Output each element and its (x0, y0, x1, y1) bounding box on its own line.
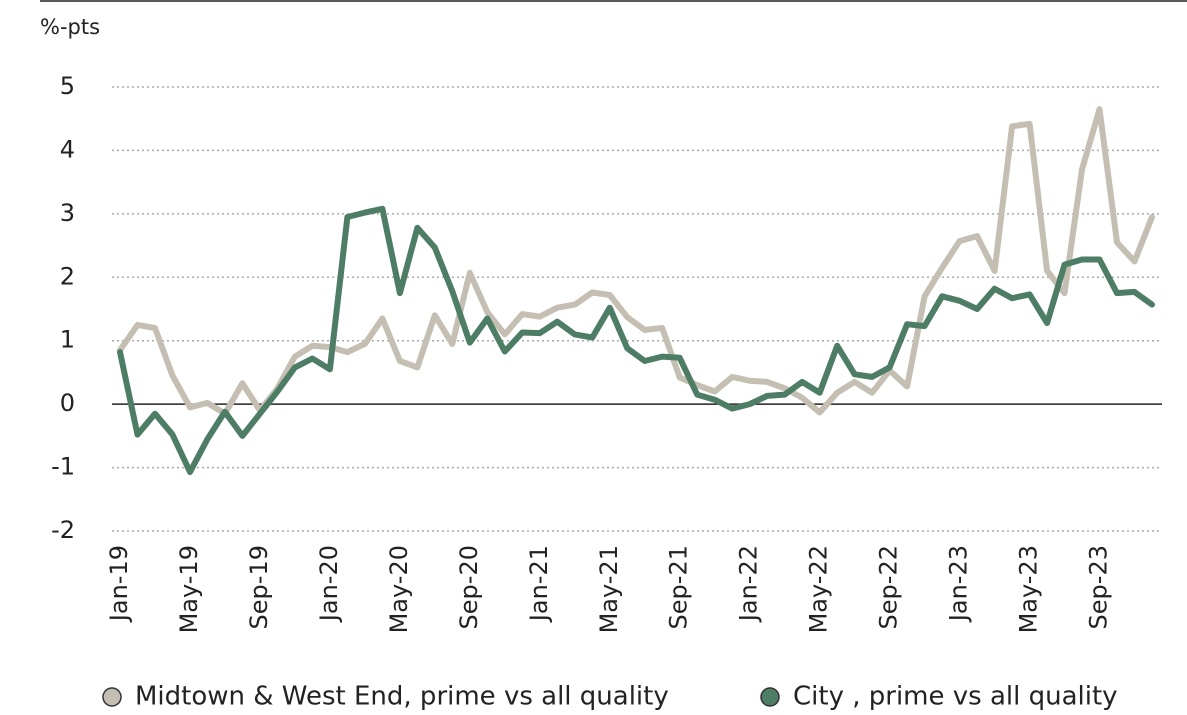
x-tick-label: May-21 (595, 545, 623, 633)
series-line (117, 205, 1155, 475)
x-tick-label: Sep-22 (875, 545, 903, 629)
y-tick-label: 2 (60, 262, 75, 290)
y-tick-label: 1 (60, 326, 75, 354)
legend-marker (102, 687, 122, 707)
series-line (117, 106, 1155, 417)
x-tick-label: Jan-23 (945, 545, 973, 623)
x-tick-label: Jan-22 (735, 545, 763, 623)
x-tick-label: May-23 (1015, 545, 1043, 633)
y-tick-label: 0 (60, 389, 75, 417)
x-tick-label: Sep-21 (665, 545, 693, 629)
x-tick-label: Jan-19 (105, 545, 133, 623)
y-tick-label: 4 (60, 135, 75, 163)
x-tick-label: Sep-23 (1085, 545, 1113, 629)
y-axis-label: %-pts (40, 15, 100, 39)
x-tick-label: May-22 (805, 545, 833, 633)
x-tick-label: Jan-20 (315, 545, 343, 623)
x-tick-label: Jan-21 (525, 545, 553, 623)
y-tick-label: -1 (51, 453, 75, 481)
y-tick-label: -2 (51, 516, 75, 544)
legend-marker (760, 687, 780, 707)
legend-label: City , prime vs all quality (793, 682, 1118, 712)
x-tick-label: May-19 (175, 545, 203, 633)
y-tick-label: 3 (60, 199, 75, 227)
legend-label: Midtown & West End, prime vs all quality (135, 682, 669, 712)
x-tick-label: May-20 (385, 545, 413, 633)
x-tick-label: Sep-20 (455, 545, 483, 629)
x-tick-label: Sep-19 (245, 545, 273, 629)
y-tick-label: 5 (60, 72, 75, 100)
